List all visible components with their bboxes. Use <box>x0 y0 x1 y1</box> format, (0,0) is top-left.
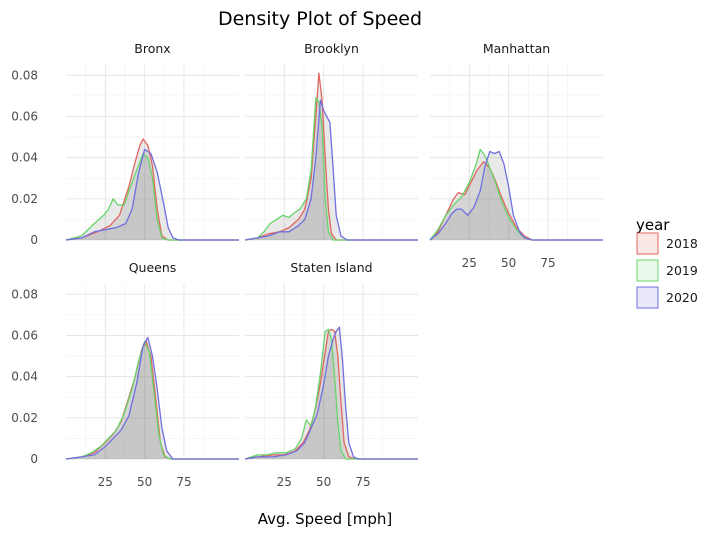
facet-label: Manhattan <box>483 41 550 56</box>
panel-queens: Queens 0 0.02 0.04 0.06 0.08 25 50 75 <box>11 260 239 489</box>
legend-label-2019: 2019 <box>666 263 698 278</box>
density-area-2020 <box>66 149 239 240</box>
x-tick-label: 25 <box>462 256 477 270</box>
density-line-2019 <box>65 152 239 241</box>
density-area-2018 <box>66 139 239 240</box>
legend-key-2019 <box>636 259 659 282</box>
facet-panels: Bronx 0 0.02 0.04 0.06 0.08 Brooklyn Manhattan 2… <box>11 41 603 489</box>
density-line-2020 <box>65 148 239 241</box>
legend-label-2020: 2020 <box>666 290 698 305</box>
density-area-2020 <box>245 100 418 240</box>
y-tick-label: 0.06 <box>11 328 38 342</box>
density-area-2018 <box>430 161 603 240</box>
x-tick-label: 25 <box>277 475 292 489</box>
density-line-2019 <box>244 97 418 241</box>
density-area-2019 <box>430 149 603 240</box>
panel-staten-island: Staten Island 25 50 75 <box>244 260 418 489</box>
x-tick-label: 75 <box>176 475 191 489</box>
facet-label: Queens <box>129 260 177 275</box>
density-area-2018 <box>245 329 418 459</box>
density-line-2019 <box>65 340 239 460</box>
y-tick-label: 0.04 <box>11 370 38 384</box>
density-area-2019 <box>66 153 239 240</box>
facet-label: Brooklyn <box>304 41 359 56</box>
density-area-2019 <box>245 329 418 459</box>
y-tick-label: 0 <box>30 452 38 466</box>
y-tick-label: 0.08 <box>11 287 38 301</box>
y-tick-label: 0.08 <box>11 68 38 82</box>
panel-brooklyn: Brooklyn <box>244 41 418 241</box>
y-tick-label: 0.06 <box>11 109 38 123</box>
x-tick-label: 75 <box>540 256 555 270</box>
density-area-2020 <box>245 327 418 459</box>
density-line-2020 <box>244 99 418 241</box>
chart-title: Density Plot of Speed <box>218 8 422 30</box>
density-line-2020 <box>244 326 418 460</box>
x-tick-label: 75 <box>355 475 370 489</box>
x-axis-title: Avg. Speed [mph] <box>258 510 392 528</box>
density-line-2019 <box>244 328 418 460</box>
y-tick-label: 0.02 <box>11 411 38 425</box>
legend-key-2018 <box>636 232 659 255</box>
density-area-2020 <box>430 151 603 240</box>
density-line-2020 <box>65 336 239 460</box>
x-tick-label: 25 <box>98 475 113 489</box>
density-area-2019 <box>66 341 239 459</box>
legend-title: year <box>636 216 670 234</box>
legend-label-2018: 2018 <box>666 236 698 251</box>
density-area-2018 <box>66 341 239 459</box>
y-tick-label: 0.04 <box>11 151 38 165</box>
density-line-2020 <box>429 150 603 241</box>
facet-label: Staten Island <box>290 260 372 275</box>
panel-bronx: Bronx 0 0.02 0.04 0.06 0.08 <box>11 41 239 247</box>
x-tick-label: 50 <box>501 256 516 270</box>
density-line-2019 <box>429 148 603 241</box>
y-tick-label: 0.02 <box>11 192 38 206</box>
density-line-2018 <box>244 72 418 241</box>
legend-key-2020 <box>636 286 659 309</box>
panel-manhattan: Manhattan 25 50 75 <box>429 41 603 270</box>
facet-label: Bronx <box>134 41 170 56</box>
y-tick-label: 0 <box>30 233 38 247</box>
density-area-2020 <box>66 337 239 459</box>
x-tick-label: 50 <box>316 475 331 489</box>
x-tick-label: 50 <box>137 475 152 489</box>
legend: year 2018 2019 2020 <box>636 216 698 309</box>
